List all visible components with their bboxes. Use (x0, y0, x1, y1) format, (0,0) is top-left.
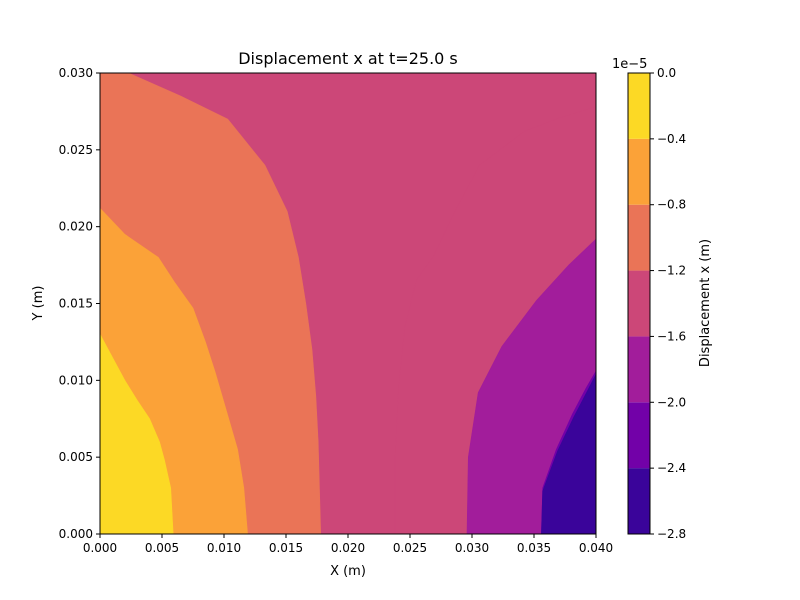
colorbar-tick-label: −2.0 (657, 395, 686, 409)
colorbar-swatch (628, 270, 650, 337)
plot-area (99, 72, 597, 535)
colorbar-tick-label: −1.6 (657, 329, 686, 343)
colorbar-tick-label: −0.4 (657, 132, 686, 146)
x-axis: 0.000 0.005 0.010 0.015 0.020 0.025 0.030 0.035… (83, 534, 613, 555)
colorbar-tick-label: 0.0 (657, 66, 676, 80)
y-tick-label: 0.015 (59, 297, 93, 311)
y-axis: 0.000 0.005 0.010 0.015 0.020 0.025 0.030 (59, 66, 100, 541)
colorbar-frame (627, 72, 651, 535)
colorbar-swatch (628, 138, 650, 205)
colorbar-swatch (628, 73, 650, 139)
colorbar-swatch (628, 402, 650, 469)
colorbar-tick-label: −2.4 (657, 461, 686, 475)
x-tick-label: 0.035 (517, 541, 551, 555)
y-tick-label: 0.010 (59, 373, 93, 387)
x-tick-label: 0.040 (579, 541, 613, 555)
colorbar-label: Displacement x (m) (698, 239, 713, 367)
chart-title: Displacement x at t=25.0 s (238, 49, 458, 68)
x-tick-label: 0.015 (269, 541, 303, 555)
contour-band (100, 334, 174, 534)
contour-fills (100, 73, 596, 534)
colorbar-tick-label: −2.8 (657, 527, 686, 541)
colorbar-tick-label: −0.8 (657, 198, 686, 212)
x-tick-label: 0.025 (393, 541, 427, 555)
colorbar: −2.8 −2.4 −2.0 −1.6 −1.2 −0.8 −0.4 0.0 (627, 66, 686, 541)
y-tick-label: 0.020 (59, 220, 93, 234)
y-tick-label: 0.005 (59, 450, 93, 464)
x-tick-label: 0.005 (145, 541, 179, 555)
colorbar-offset-text: 1e−5 (612, 57, 647, 72)
colorbar-tick-label: −1.2 (657, 264, 686, 278)
colorbar-swatch (628, 336, 650, 403)
x-tick-label: 0.030 (455, 541, 489, 555)
x-axis-label: X (m) (330, 564, 366, 579)
colorbar-swatch (628, 468, 650, 534)
y-tick-label: 0.030 (59, 66, 93, 80)
contour-band (541, 374, 596, 534)
colorbar-swatch (628, 204, 650, 271)
y-tick-label: 0.025 (59, 143, 93, 157)
y-axis-label: Y (m) (31, 286, 46, 322)
x-tick-label: 0.010 (207, 541, 241, 555)
y-tick-label: 0.000 (59, 527, 93, 541)
x-tick-label: 0.000 (83, 541, 117, 555)
x-tick-label: 0.020 (331, 541, 365, 555)
